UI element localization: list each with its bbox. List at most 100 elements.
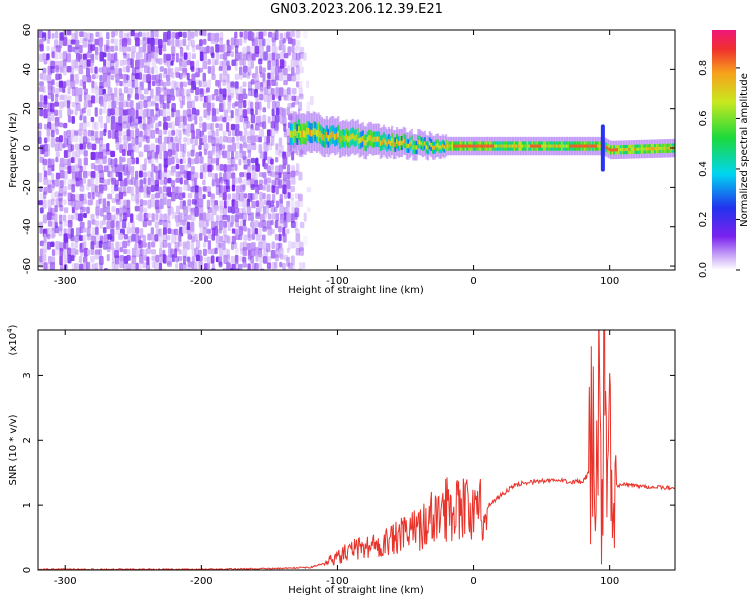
spectrogram-noise-cell: [107, 94, 112, 102]
spectrogram-noise-cell: [182, 263, 187, 270]
spectrogram-band-core: [433, 145, 436, 150]
spectrogram-noise-cell: [259, 45, 264, 53]
spectrogram-noise-cell: [267, 116, 271, 124]
spectrogram-band-core: [513, 144, 516, 148]
spectrogram-noise-cell: [115, 142, 120, 151]
spectrogram-noise-cell: [303, 30, 308, 39]
spectrogram-band-core: [663, 146, 667, 150]
spectrogram-noise-cell: [98, 151, 104, 160]
spectrogram-noise-cell: [267, 31, 273, 38]
spectrogram-noise-cell: [139, 205, 144, 213]
spectrogram-noise-cell: [274, 156, 279, 163]
spectrogram-noise-cell: [263, 93, 269, 103]
spectrogram-noise-cell: [159, 198, 164, 209]
spectrogram-band-core: [560, 144, 564, 148]
spectrogram-noise-cells: [38, 30, 314, 270]
spectrogram-noise-cell: [138, 151, 144, 158]
spectrogram-band-core: [619, 148, 622, 152]
spectrogram-noise-cell: [94, 107, 98, 117]
spectrogram-noise-cell: [286, 212, 291, 223]
spectrogram-noise-cell: [186, 137, 191, 146]
spectrogram-band-core: [536, 144, 539, 148]
spectrogram-band-core: [621, 148, 624, 152]
spectrogram-noise-cell: [178, 240, 182, 247]
spectrogram-noise-cell: [94, 254, 100, 260]
spectrogram-noise-cell: [122, 79, 127, 87]
spectrogram-noise-cell: [182, 255, 187, 265]
spectrogram-noise-cell: [199, 255, 203, 262]
spectrogram-noise-cell: [171, 129, 176, 136]
spectrogram-noise-cell: [71, 151, 77, 159]
spectrogram-noise-cell: [122, 115, 127, 124]
spectrogram-noise-cell: [50, 129, 55, 138]
spectrogram-noise-cell: [98, 255, 104, 265]
spectrogram-noise-cell: [187, 261, 192, 268]
spectrogram-noise-cell: [106, 32, 110, 40]
spectrogram-noise-cell: [122, 121, 128, 129]
spectrogram-noise-cell: [146, 170, 152, 178]
spectrogram-band-core: [407, 143, 410, 149]
spectrogram-noise-cell: [191, 81, 197, 91]
spectrogram-noise-cell: [163, 150, 169, 161]
spectrogram-noise-cell: [239, 31, 243, 38]
spectrogram-noise-cell: [91, 80, 95, 89]
spectrogram-noise-cell: [243, 37, 247, 44]
spectrogram-noise-cell: [94, 268, 99, 270]
spectrogram-noise-cell: [251, 233, 256, 240]
spectrogram-noise-cell: [287, 73, 292, 82]
spectrogram-noise-cell: [227, 157, 233, 164]
spectrogram-noise-cell: [238, 107, 243, 117]
spectrogram-noise-cell: [298, 261, 303, 270]
spectrogram-band-core: [578, 144, 582, 148]
spectrogram-noise-cell: [238, 234, 243, 241]
spectrogram-noise-cell: [110, 108, 115, 116]
spectrogram-noise-cell: [295, 248, 300, 256]
spectrogram-noise-cell: [258, 221, 263, 228]
spectrogram-noise-cell: [158, 109, 164, 116]
spectrogram-noise-cell: [54, 94, 59, 103]
spectrogram-noise-cell: [215, 157, 220, 166]
spectrogram-noise-cell: [54, 191, 60, 198]
spectrogram-noise-cell: [298, 200, 304, 207]
spectrogram-noise-cell: [246, 121, 251, 129]
spectrogram-noise-cell: [170, 95, 176, 101]
spectrogram-noise-cell: [258, 184, 263, 191]
spectrogram-band-core: [436, 143, 440, 148]
spectrogram-noise-cell: [219, 247, 224, 258]
spectrogram-noise-cell: [186, 240, 190, 250]
spectrogram-noise-cell: [242, 53, 248, 61]
spectrogram-noise-cell: [246, 198, 251, 208]
spectrogram-band-core: [425, 145, 428, 150]
spectrogram-noise-cell: [267, 53, 272, 62]
spectrogram-noise-cell: [238, 38, 243, 46]
spectrogram-noise-cell: [283, 219, 288, 229]
colorbar-tick-label: 0.8: [698, 60, 709, 76]
spectrogram-noise-cell: [194, 72, 200, 78]
spectrogram-noise-cell: [262, 67, 266, 73]
spectrogram-noise-cell: [150, 37, 155, 46]
spectrogram-noise-cell: [67, 179, 72, 186]
spectrogram-noise-cell: [194, 172, 199, 180]
spectrogram-noise-cell: [234, 101, 239, 107]
spectrogram-noise-cell: [267, 60, 272, 71]
spectrogram-noise-cell: [130, 108, 135, 118]
spectrogram-noise-cell: [63, 163, 69, 170]
spectrogram-noise-cell: [43, 108, 48, 119]
spectrogram-noise-cell: [231, 205, 236, 214]
spectrogram-noise-cell: [226, 262, 231, 270]
spectrogram-noise-cell: [254, 227, 259, 235]
spectrogram-noise-cell: [250, 255, 255, 264]
spectrogram-noise-cell: [90, 135, 96, 141]
spectrogram-noise-cell: [275, 58, 279, 68]
spectrogram-noise-cell: [119, 179, 124, 187]
spectrogram-noise-cell: [254, 73, 259, 83]
spectrogram-noise-cell: [86, 74, 92, 83]
spectrogram-band-core: [322, 134, 325, 141]
spectrogram-noise-cell: [227, 130, 232, 137]
spectrogram-noise-cell: [170, 121, 175, 130]
colorbar-label: Normalized spectral amplitude: [739, 73, 750, 227]
spectrogram-noise-cell: [295, 73, 301, 81]
spectrogram-band-core: [441, 143, 444, 148]
spectrogram-noise-cell: [254, 262, 259, 270]
spectrogram-noise-cell: [122, 219, 127, 229]
